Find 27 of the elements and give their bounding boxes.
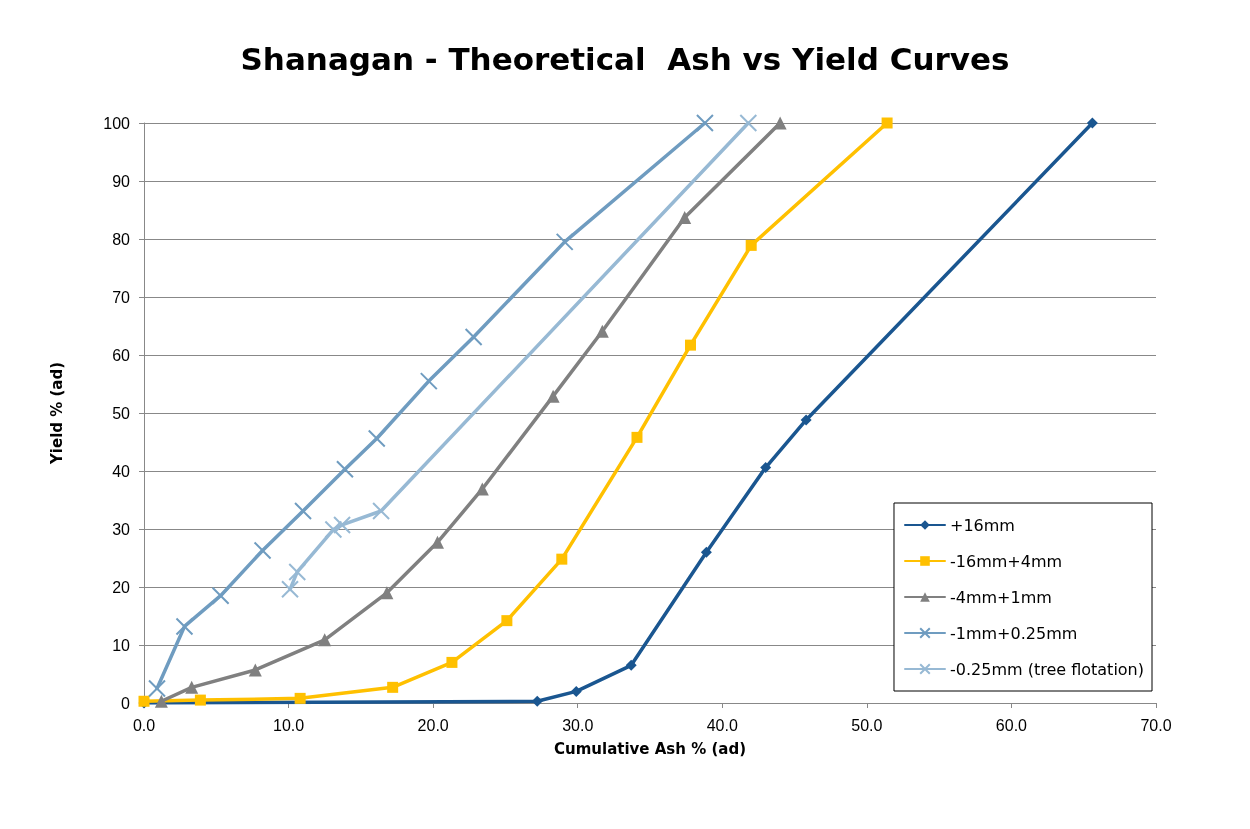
x-tick-label: 20.0 <box>417 716 449 734</box>
chart-title: Shanagan - Theoretical Ash vs Yield Curves <box>240 40 1010 77</box>
y-axis-title: Yield % (ad) <box>47 361 66 466</box>
y-tick-label: 20 <box>112 578 131 596</box>
legend-label: -4mm+1mm <box>949 587 1052 607</box>
y-tick-label: 10 <box>112 636 131 654</box>
x-tick-label: 70.0 <box>1140 716 1172 734</box>
x-axis-title: Cumulative Ash % (ad) <box>553 739 747 758</box>
y-tick-label: 40 <box>112 462 131 480</box>
y-tick-label: 100 <box>103 114 131 132</box>
y-tick-label: 70 <box>112 288 131 306</box>
y-tick-label: 90 <box>112 172 131 190</box>
y-tick-label: 0 <box>121 694 131 712</box>
y-tick-label: 80 <box>112 230 131 248</box>
y-tick-label: 60 <box>112 346 131 364</box>
legend-label: -0.25mm (tree flotation) <box>949 659 1145 679</box>
legend-label: -1mm+0.25mm <box>949 623 1078 643</box>
x-tick-label: 10.0 <box>273 716 305 734</box>
x-tick-label: 40.0 <box>706 716 738 734</box>
legend-label: -16mm+4mm <box>949 551 1063 571</box>
x-tick-label: 50.0 <box>851 716 883 734</box>
y-tick-label: 30 <box>112 520 131 538</box>
y-tick-label: 50 <box>112 404 131 422</box>
legend-label: +16mm <box>949 515 1015 535</box>
x-tick-label: 60.0 <box>995 716 1028 734</box>
x-tick-label: 30.0 <box>562 716 594 734</box>
x-tick-label: 0.0 <box>132 716 156 734</box>
